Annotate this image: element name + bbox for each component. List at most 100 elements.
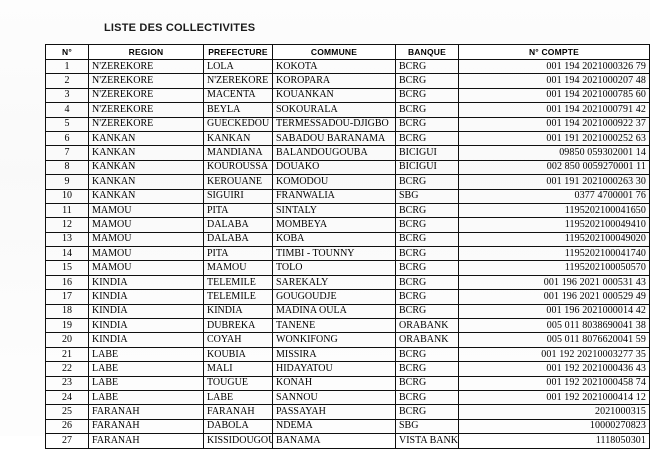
cell-commune: NDEMA <box>272 418 396 435</box>
cell-region: N'ZEREKORE <box>88 102 204 118</box>
cell-numero-compte: 001 196 2021000014 42 <box>458 303 650 320</box>
table-row: 24 LABE LABE SANNOU BCRG 001 192 2021000414 1… <box>45 389 650 406</box>
cell-numero-compte: 001 194 2021000785 60 <box>458 87 650 104</box>
table-row: 10 KANKAN SIGUIRI FRANWALIA SBG 0377 4700001 … <box>45 188 650 204</box>
cell-commune: WONKIFONG <box>272 332 396 348</box>
table-row: 26 FARANAH DABOLA NDEMA SBG 10000270823 <box>45 418 650 435</box>
cell-banque: SBG <box>395 418 459 435</box>
cell-numero-compte: 001 192 2021000436 43 <box>458 361 650 377</box>
cell-prefecture: TELEMILE <box>203 289 273 305</box>
cell-numero-compte: 001 191 2021000263 30 <box>458 174 650 190</box>
cell-prefecture: BEYLA <box>203 102 273 118</box>
cell-numero: 11 <box>45 202 89 219</box>
cell-numero: 26 <box>45 418 89 435</box>
cell-region: KANKAN <box>88 130 204 147</box>
cell-numero-compte: 0377 4700001 76 <box>458 188 650 204</box>
cell-region: N'ZEREKORE <box>88 116 204 132</box>
cell-prefecture: PITA <box>203 202 273 219</box>
cell-banque: BCRG <box>395 202 459 219</box>
cell-numero: 15 <box>45 260 89 276</box>
cell-commune: KOMODOU <box>272 174 396 190</box>
cell-banque: BCRG <box>395 73 459 89</box>
cell-numero-compte: 09850 059302001 14 <box>458 145 650 161</box>
cell-numero-compte: 1195202100050570 <box>458 260 650 276</box>
cell-numero-compte: 002 850 0059270001 11 <box>458 159 650 176</box>
cell-prefecture: KOUBIA <box>203 346 273 363</box>
cell-region: N'ZEREKORE <box>88 58 204 75</box>
column-header-commune: COMMUNE <box>272 44 396 60</box>
cell-numero: 7 <box>45 145 89 161</box>
cell-commune: TANENE <box>272 318 396 334</box>
cell-numero-compte: 005 011 8038690041 38 <box>458 318 650 334</box>
cell-prefecture: MAMOU <box>203 260 273 276</box>
cell-banque: BCRG <box>395 102 459 118</box>
cell-region: KINDIA <box>88 303 204 320</box>
cell-prefecture: KOUROUSSA <box>203 159 273 176</box>
cell-numero-compte: 001 196 2021 000531 43 <box>458 274 650 291</box>
cell-region: MAMOU <box>88 202 204 219</box>
cell-numero: 8 <box>45 159 89 176</box>
table-row: 17 KINDIA TELEMILE GOUGOUDJE BCRG 001 196 202… <box>45 289 650 305</box>
cell-prefecture: LOLA <box>203 58 273 75</box>
table-row: 11 MAMOU PITA SINTALY BCRG 1195202100041650 <box>45 202 650 219</box>
cell-numero-compte: 001 194 2021000207 48 <box>458 73 650 89</box>
table-row: 1 N'ZEREKORE LOLA KOKOTA BCRG 001 194 2021000… <box>45 58 650 75</box>
table-body: 1 N'ZEREKORE LOLA KOKOTA BCRG 001 194 2021000… <box>45 58 650 449</box>
cell-region: LABE <box>88 375 204 391</box>
cell-numero: 4 <box>45 102 89 118</box>
cell-region: KANKAN <box>88 188 204 204</box>
cell-numero: 24 <box>45 389 89 406</box>
page-title: LISTE DES COLLECTIVITES <box>104 22 256 34</box>
cell-region: KINDIA <box>88 332 204 348</box>
cell-commune: MADINA OULA <box>272 303 396 320</box>
table-row: 5 N'ZEREKORE GUECKEDOU TERMESSADOU-DJIGBO BC… <box>45 116 650 132</box>
column-header-region: REGION <box>88 44 204 60</box>
cell-region: FARANAH <box>88 404 204 420</box>
cell-region: LABE <box>88 361 204 377</box>
cell-commune: KONAH <box>272 375 396 391</box>
cell-banque: BCRG <box>395 130 459 147</box>
cell-prefecture: DALABA <box>203 231 273 248</box>
cell-commune: KOUANKAN <box>272 87 396 104</box>
cell-commune: TERMESSADOU-DJIGBO <box>272 116 396 132</box>
table-row: 16 KINDIA TELEMILE SAREKALY BCRG 001 196 2021… <box>45 274 650 291</box>
cell-commune: DOUAKO <box>272 159 396 176</box>
cell-commune: GOUGOUDJE <box>272 289 396 305</box>
cell-numero-compte: 1195202100049410 <box>458 217 650 233</box>
table-row: 4 N'ZEREKORE BEYLA SOKOURALA BCRG 001 194 202… <box>45 102 650 118</box>
cell-commune: SANNOU <box>272 389 396 406</box>
cell-commune: KOKOTA <box>272 58 396 75</box>
cell-prefecture: DABOLA <box>203 418 273 435</box>
table-row: 19 KINDIA DUBREKA TANENE ORABANK 005 011 8038… <box>45 318 650 334</box>
cell-region: N'ZEREKORE <box>88 73 204 89</box>
cell-banque: ORABANK <box>395 318 459 334</box>
cell-numero: 22 <box>45 361 89 377</box>
cell-commune: SAREKALY <box>272 274 396 291</box>
collectivites-table-wrapper: N° REGION PREFECTURE COMMUNE BANQUE N° C… <box>45 44 650 449</box>
cell-commune: MISSIRA <box>272 346 396 363</box>
cell-commune: BALANDOUGOUBA <box>272 145 396 161</box>
column-header-numero-compte: N° COMPTE <box>458 44 650 60</box>
cell-region: MAMOU <box>88 231 204 248</box>
cell-region: KINDIA <box>88 274 204 291</box>
cell-banque: BICIGUI <box>395 145 459 161</box>
cell-numero-compte: 1195202100041740 <box>458 246 650 262</box>
cell-commune: SINTALY <box>272 202 396 219</box>
cell-region: FARANAH <box>88 418 204 435</box>
cell-prefecture: LABE <box>203 389 273 406</box>
table-row: 6 KANKAN KANKAN SABADOU BARANAMA BCRG 001 191… <box>45 130 650 147</box>
cell-numero-compte: 001 194 2021000326 79 <box>458 58 650 75</box>
cell-numero-compte: 1195202100041650 <box>458 202 650 219</box>
column-header-prefecture: PREFECTURE <box>203 44 273 60</box>
cell-prefecture: COYAH <box>203 332 273 348</box>
cell-numero-compte: 2021000315 <box>458 404 650 420</box>
cell-prefecture: KANKAN <box>203 130 273 147</box>
cell-banque: BCRG <box>395 231 459 248</box>
table-row: 23 LABE TOUGUE KONAH BCRG 001 192 2021000458 … <box>45 375 650 391</box>
cell-numero-compte: 001 194 2021000791 42 <box>458 102 650 118</box>
cell-prefecture: MALI <box>203 361 273 377</box>
cell-region: MAMOU <box>88 217 204 233</box>
cell-prefecture: MACENTA <box>203 87 273 104</box>
table-row: 8 KANKAN KOUROUSSA DOUAKO BICIGUI 002 850 005… <box>45 159 650 176</box>
